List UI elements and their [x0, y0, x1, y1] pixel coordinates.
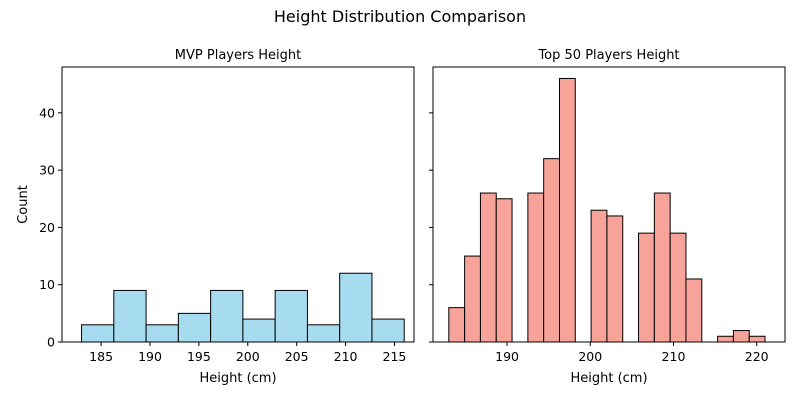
x-tick-label: 190 [138, 349, 162, 364]
histogram-bar [638, 232, 655, 343]
x-tick-label: 190 [495, 349, 519, 364]
histogram-bar [606, 215, 624, 343]
histogram-bar [371, 318, 405, 343]
subplot-2: 190 200 210 220 Top 50 Players Height Height … [429, 48, 786, 386]
histogram-bar [464, 255, 481, 343]
histogram-bar [717, 335, 734, 343]
histogram-bar [306, 324, 341, 343]
histogram-bar [543, 158, 560, 343]
axes-frame [61, 66, 415, 343]
subplot-1: 185 190 195 200 205 210 215 0 10 20 30 40 MVP Player… [16, 48, 415, 386]
subplot-title: Top 50 Players Height [537, 48, 679, 63]
y-tick-label: 40 [39, 105, 55, 120]
axes-frame [432, 66, 786, 343]
figure-title: Height Distribution Comparison [274, 7, 526, 26]
histogram-bar [590, 209, 608, 343]
histogram-bar [113, 289, 147, 343]
x-tick-label: 220 [745, 349, 769, 364]
histogram-bar [81, 324, 115, 343]
x-tick-label: 215 [383, 349, 407, 364]
y-tick-label: 10 [39, 277, 55, 292]
y-tick-label: 20 [39, 220, 55, 235]
histogram-bar [527, 192, 545, 343]
subplot-title: MVP Players Height [175, 48, 301, 63]
histogram-bar [495, 198, 513, 343]
x-tick-label: 200 [578, 349, 602, 364]
x-tick-label: 210 [334, 349, 358, 364]
histogram-bar [274, 289, 308, 343]
y-tick-label: 0 [47, 335, 55, 350]
x-tick-label: 205 [285, 349, 309, 364]
y-axis-label: Count [16, 185, 31, 224]
x-tick-label: 210 [662, 349, 686, 364]
histogram-bar [558, 77, 576, 343]
histogram-bar [448, 307, 466, 343]
x-axis-label: Height (cm) [199, 371, 276, 386]
histogram-bar [145, 324, 179, 343]
x-tick-label: 195 [187, 349, 211, 364]
histogram-bar [479, 192, 497, 343]
histogram-bar [685, 278, 703, 343]
x-tick-label: 185 [89, 349, 113, 364]
histogram-bar [653, 192, 671, 343]
histogram-bar [210, 289, 244, 343]
x-tick-label: 200 [236, 349, 260, 364]
histogram-bar [177, 312, 212, 343]
histogram-bar [339, 272, 373, 343]
histogram-bar [669, 232, 687, 343]
histogram-bar [732, 330, 750, 343]
histogram-bar [242, 318, 276, 343]
histogram-bar [748, 335, 766, 343]
y-tick-label: 30 [39, 163, 55, 178]
x-axis-label: Height (cm) [570, 371, 647, 386]
